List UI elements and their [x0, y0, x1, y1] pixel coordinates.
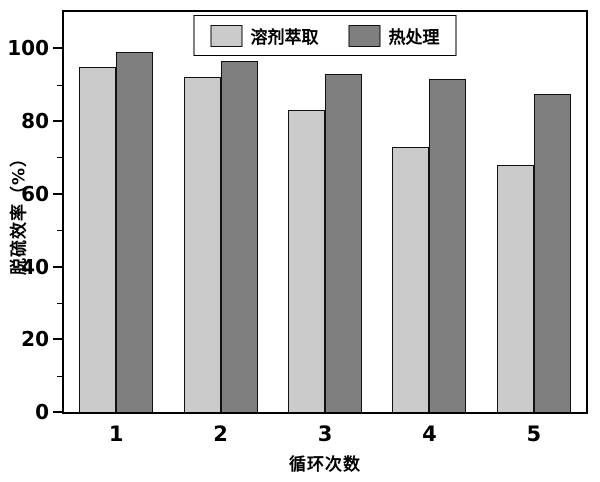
bar-solvent-cycle-4: [392, 146, 430, 412]
x-category-label: 5: [526, 422, 542, 446]
y-minor-tick: [57, 375, 62, 377]
bar-solvent-cycle-1: [79, 66, 117, 412]
legend: 溶剂萃取 热处理: [193, 15, 457, 56]
bar-solvent-cycle-5: [496, 164, 534, 412]
x-axis-title: 循环次数: [289, 455, 361, 475]
y-major-tick: [53, 338, 62, 341]
y-major-tick: [53, 265, 62, 268]
legend-label-heat-treatment: 热处理: [388, 28, 440, 48]
y-minor-tick: [57, 84, 62, 86]
bar-solvent-cycle-3: [288, 110, 325, 412]
y-tick-label: 40: [21, 254, 49, 279]
plot-area: 溶剂萃取 热处理: [62, 10, 588, 414]
legend-entry-solvent-extraction: 溶剂萃取: [210, 23, 319, 48]
y-tick-label: 20: [21, 327, 49, 352]
legend-swatch-heat-treatment: [348, 24, 381, 47]
y-major-tick: [53, 192, 62, 195]
bar-heat-cycle-1: [116, 52, 154, 412]
bar-solvent-cycle-2: [183, 77, 221, 412]
y-major-tick: [53, 120, 62, 123]
bar-heat-cycle-4: [429, 79, 467, 412]
y-minor-tick: [57, 230, 62, 232]
legend-swatch-solvent-extraction: [210, 24, 243, 47]
legend-label-solvent-extraction: 溶剂萃取: [250, 28, 319, 48]
y-minor-tick: [57, 157, 62, 159]
y-major-tick: [53, 411, 62, 413]
bar-heat-cycle-3: [325, 73, 362, 412]
y-tick-label: 100: [7, 36, 49, 61]
legend-entry-heat-treatment: 热处理: [348, 23, 440, 48]
bar-heat-cycle-2: [220, 61, 258, 412]
x-category-label: 1: [108, 422, 124, 446]
y-tick-label: 60: [21, 181, 49, 206]
x-category-label: 2: [213, 422, 228, 446]
x-category-label: 4: [422, 422, 437, 446]
y-tick-label: 80: [21, 109, 49, 134]
y-major-tick: [53, 47, 62, 50]
x-category-label: 3: [317, 422, 333, 446]
bar-heat-cycle-5: [533, 93, 571, 412]
bars-layer: [64, 12, 586, 412]
y-tick-label: 0: [35, 400, 49, 424]
y-minor-tick: [57, 302, 62, 304]
